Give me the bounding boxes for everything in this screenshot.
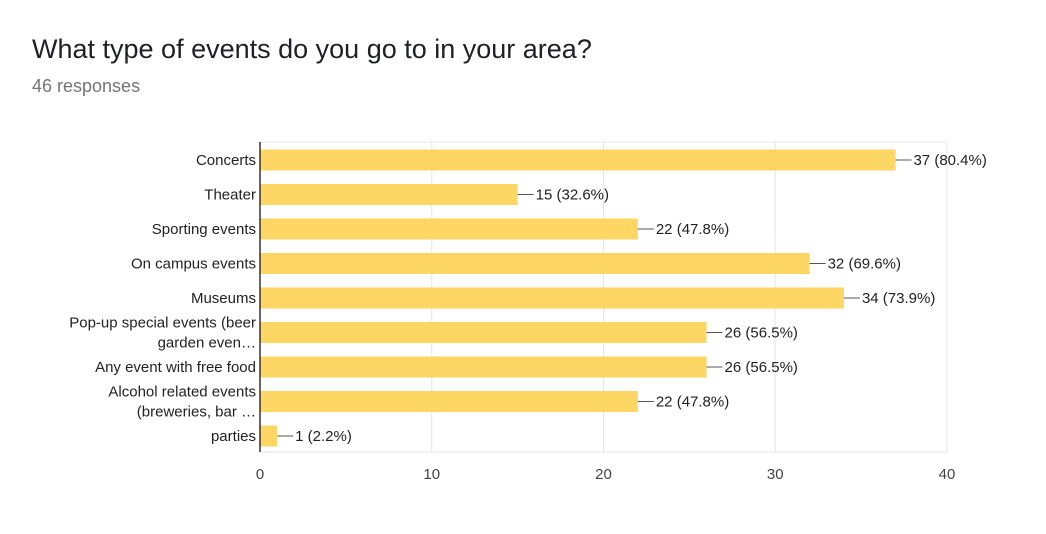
x-tick-label: 40 (939, 466, 956, 483)
chart-title: What type of events do you go to in your… (32, 34, 592, 64)
category-label: Alcohol related events (108, 384, 256, 401)
bar (260, 425, 278, 447)
bar (260, 322, 707, 343)
bar (260, 287, 844, 309)
category-label: Museums (191, 290, 256, 307)
category-label: Theater (204, 187, 256, 204)
data-label: 1 (2.2%) (295, 428, 352, 445)
response-count: 46 responses (32, 76, 141, 96)
x-tick-label: 30 (767, 466, 784, 483)
data-label: 37 (80.4%) (913, 152, 986, 169)
data-label: 22 (47.8%) (656, 394, 729, 411)
category-label: Concerts (196, 152, 256, 169)
data-label: 15 (32.6%) (536, 187, 609, 204)
bar (260, 184, 518, 205)
x-tick-label: 10 (423, 466, 440, 483)
bar (260, 218, 638, 240)
data-label: 22 (47.8%) (656, 221, 729, 238)
bar (260, 391, 638, 412)
category-label: Pop-up special events (beer (69, 315, 256, 332)
category-label: garden even… (158, 335, 256, 352)
category-label: (breweries, bar … (137, 404, 256, 421)
bar (260, 253, 810, 274)
data-label: 34 (73.9%) (862, 290, 935, 307)
category-label: parties (211, 428, 256, 445)
data-label: 26 (56.5%) (725, 359, 798, 376)
bar (260, 149, 896, 171)
x-tick-label: 20 (595, 466, 612, 483)
data-label: 26 (56.5%) (725, 325, 798, 342)
category-label: Sporting events (152, 221, 256, 238)
data-label: 32 (69.6%) (828, 256, 901, 273)
bar (260, 356, 707, 378)
category-label: On campus events (131, 256, 256, 273)
x-tick-label: 0 (256, 466, 264, 483)
category-label: Any event with free food (95, 359, 256, 376)
